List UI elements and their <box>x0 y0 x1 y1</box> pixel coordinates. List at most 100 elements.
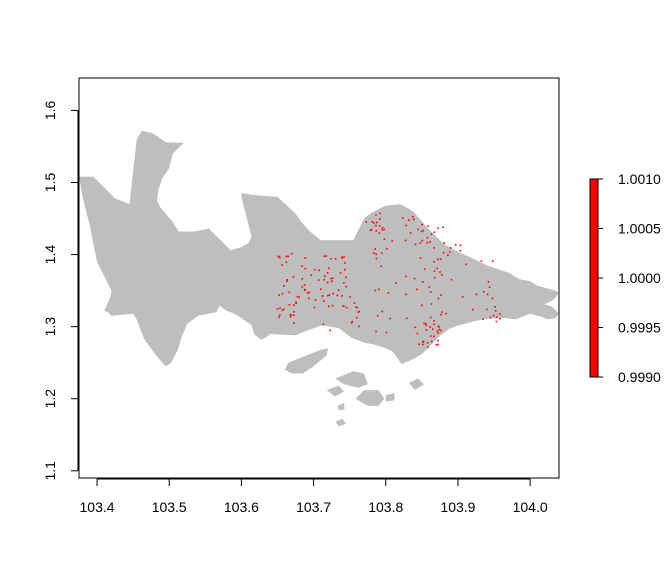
data-cell <box>425 329 428 331</box>
data-cell <box>381 310 384 313</box>
data-cell <box>328 267 330 270</box>
data-cell <box>389 317 391 320</box>
data-cell <box>310 274 313 276</box>
data-cell <box>301 265 303 267</box>
data-cell <box>308 291 310 294</box>
data-cell <box>279 256 281 259</box>
data-cell <box>386 248 388 250</box>
landmass-main <box>79 130 559 367</box>
x-tick-label: 103.5 <box>152 499 187 515</box>
y-tick-label: 1.3 <box>42 317 58 337</box>
data-cell <box>375 330 377 333</box>
data-cell <box>414 326 417 329</box>
data-cell <box>413 277 416 280</box>
data-cell <box>487 281 490 283</box>
data-cell <box>283 308 285 311</box>
data-cell <box>288 304 291 306</box>
data-cell <box>323 300 325 302</box>
data-cell <box>374 248 376 250</box>
data-cell <box>417 228 419 231</box>
data-cell <box>375 230 378 232</box>
data-cell <box>425 324 428 327</box>
data-cell <box>276 308 279 310</box>
legend-tick-label: 1.0010 <box>618 171 661 187</box>
data-cell <box>420 230 423 233</box>
data-cell <box>391 240 393 242</box>
data-cell <box>339 272 342 274</box>
data-cell <box>437 325 440 328</box>
data-cell <box>378 225 381 227</box>
data-cell <box>429 241 431 243</box>
legend-color-bar <box>589 178 599 378</box>
data-cell <box>358 310 361 313</box>
legend-tick-label: 1.0000 <box>618 270 661 286</box>
data-cell <box>437 343 439 346</box>
data-cell <box>319 288 322 290</box>
data-cell <box>331 280 333 282</box>
data-cell <box>443 242 445 244</box>
data-cell <box>381 252 383 254</box>
data-cell <box>332 292 334 295</box>
data-cell <box>401 217 404 219</box>
data-cell <box>344 262 346 264</box>
data-cell <box>293 322 295 324</box>
data-cell <box>301 286 303 288</box>
data-cell <box>449 247 452 249</box>
data-cell <box>416 332 419 335</box>
data-cell <box>289 313 292 316</box>
landmass-islet <box>326 385 344 397</box>
data-cell <box>472 308 474 311</box>
x-tick-label: 103.4 <box>80 499 115 515</box>
data-cell <box>422 341 424 343</box>
data-cell <box>445 312 447 315</box>
data-cell <box>328 294 331 296</box>
data-cell <box>325 255 328 257</box>
data-cell <box>427 225 429 227</box>
data-cell <box>351 320 354 323</box>
data-cell <box>419 242 422 244</box>
data-cell <box>375 257 378 260</box>
data-cell <box>373 222 375 224</box>
data-cell <box>440 313 442 316</box>
data-cell <box>450 278 453 281</box>
data-cell <box>295 301 297 304</box>
landmass-islet <box>408 378 424 391</box>
data-cell <box>495 316 498 318</box>
data-cell <box>307 297 310 300</box>
data-cell <box>486 293 489 296</box>
data-cell <box>433 323 435 326</box>
data-cell <box>286 279 288 281</box>
data-cell <box>437 258 439 261</box>
data-cell <box>345 276 347 279</box>
data-cell <box>418 343 420 345</box>
data-cell <box>376 315 379 317</box>
data-cell <box>491 260 494 262</box>
data-cell <box>435 344 438 346</box>
data-cell <box>379 218 381 220</box>
data-cell <box>385 331 388 334</box>
data-cell <box>344 268 346 271</box>
data-cell <box>330 277 332 280</box>
data-cell <box>345 306 348 309</box>
data-cell <box>439 271 441 273</box>
data-cell <box>289 315 292 318</box>
data-cell <box>279 307 281 309</box>
data-cell <box>341 295 343 297</box>
x-tick-label: 103.9 <box>440 499 475 515</box>
legend-tick-label: 0.9990 <box>618 369 661 385</box>
data-cell <box>461 296 464 298</box>
data-cell <box>349 295 351 298</box>
data-cell <box>295 302 297 304</box>
data-cell <box>442 251 445 254</box>
data-cell <box>430 316 432 319</box>
legend-tick-label: 1.0005 <box>618 221 661 237</box>
data-cell <box>439 258 442 260</box>
landmass-islet <box>337 403 345 411</box>
data-cell <box>499 313 501 315</box>
data-cell <box>405 224 407 227</box>
data-cell <box>355 306 357 308</box>
data-cell <box>285 261 288 263</box>
y-tick-label: 1.4 <box>42 245 58 265</box>
data-cell <box>429 335 432 337</box>
y-tick-label: 1.2 <box>42 389 58 409</box>
